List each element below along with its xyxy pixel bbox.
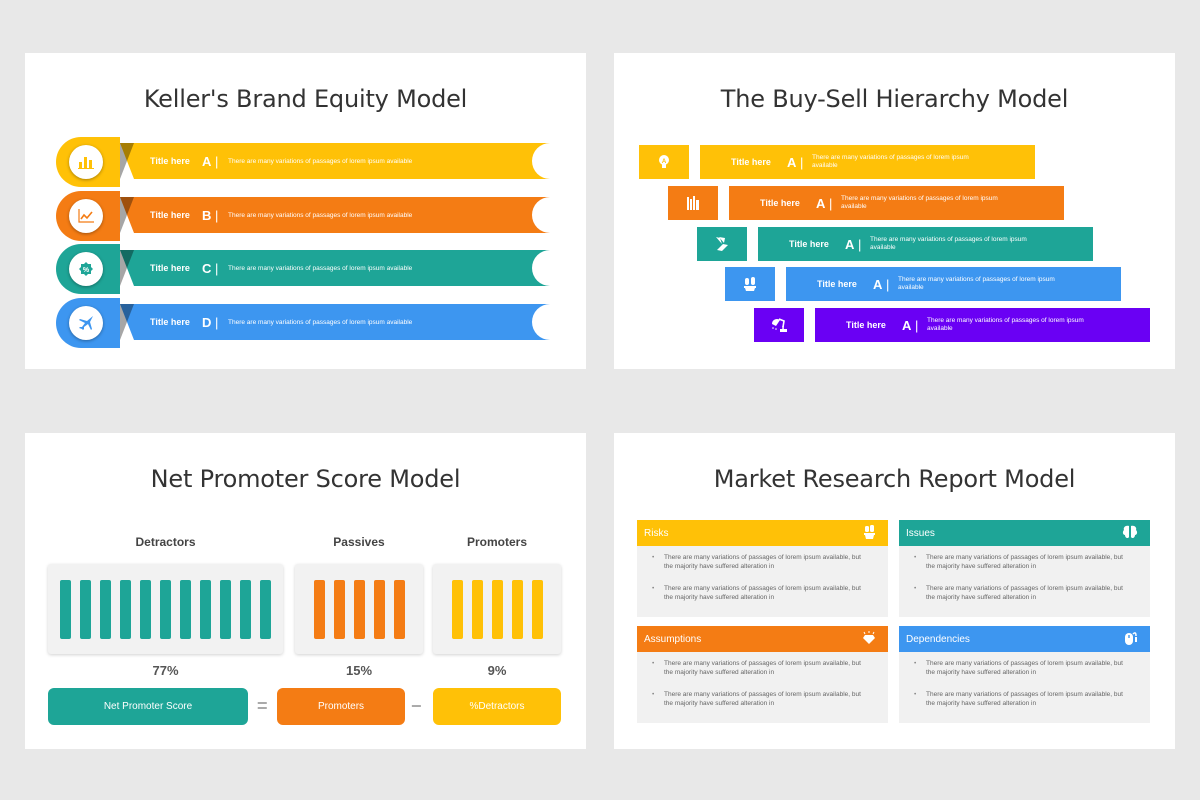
card-issues: Issues There are many variations of pass… [899,520,1150,617]
keller-tab [56,298,120,348]
bullet-item: There are many variations of passages of… [914,585,1124,602]
row-description: There are many variations of passages of… [898,276,1055,291]
lightbulb-icon: A [639,145,689,179]
buysell-bar: Title here A | There are many variations… [729,186,1064,220]
card-risks: Risks There are many variations of passa… [637,520,888,617]
keller-tab: % [56,244,120,294]
keller-bar: Title here A | There are many variations… [120,143,554,179]
keller-row-b: Title here B | There are many variations… [56,191,554,241]
row-description: There are many variations of passages of… [228,157,413,165]
row-description: There are many variations of passages of… [228,211,413,219]
keller-row-a: Title here A | There are many variations… [56,137,554,187]
row-letter: C | [202,260,219,276]
bullet-item: There are many variations of passages of… [914,554,1124,571]
bullet-item: There are many variations of passages of… [914,660,1124,677]
slide-buy-sell-hierarchy[interactable]: The Buy-Sell Hierarchy Model A Title her… [614,53,1175,369]
row-letter: A | [816,195,833,211]
bullet-item: There are many variations of passages of… [652,691,862,708]
books-icon [668,186,718,220]
group-label-promoters: Promoters [466,535,528,549]
buysell-bar: Title here A | There are many variations… [815,308,1150,342]
row-description: There are many variations of passages of… [812,154,969,169]
row-letter: B | [202,207,219,223]
card-label: Risks [644,527,669,539]
row-title: Title here [150,263,190,273]
minus-sign: − [411,696,422,716]
row-title: Title here [150,156,190,166]
row-letter: A | [845,236,862,252]
keller-bar: Title here B | There are many variations… [120,197,554,233]
row-description: There are many variations of passages of… [228,264,413,272]
keller-tab [56,191,120,241]
keller-bar: Title here C | There are many variations… [120,250,554,286]
row-letter: A | [787,154,804,170]
buysell-bar: Title here A | There are many variations… [700,145,1035,179]
passives-bars [295,564,423,654]
bullet-item: There are many variations of passages of… [652,554,862,571]
buysell-bar: Title here A | There are many variations… [786,267,1121,301]
cactus-pot-icon [864,524,876,542]
bar-chart-icon [69,145,103,179]
slide-title: Market Research Report Model [713,465,1076,493]
keller-tab [56,137,120,187]
slide-title: Net Promoter Score Model [150,465,461,493]
keller-row-d: Title here D | There are many variations… [56,298,554,348]
row-letter: A | [902,317,919,333]
bullet-item: There are many variations of passages of… [914,691,1124,708]
bullet-item: There are many variations of passages of… [652,660,862,677]
slide-title: The Buy-Sell Hierarchy Model [720,85,1069,113]
detractors-pill: %Detractors [433,688,561,725]
promoters-pill: Promoters [277,688,405,725]
row-description: There are many variations of passages of… [228,318,413,326]
slide-market-research-report[interactable]: Market Research Report Model Risks There… [614,433,1175,749]
svg-text:A: A [662,159,667,165]
row-title: Title here [760,198,800,208]
diamond-icon [862,630,876,648]
group-label-detractors: Detractors [135,535,196,549]
row-description: There are many variations of passages of… [841,195,998,210]
slide-keller-brand-equity[interactable]: Keller's Brand Equity Model Title here A… [25,53,586,369]
promoters-bars [433,564,561,654]
detractors-percent: 77% [152,663,179,678]
row-description: There are many variations of passages of… [927,317,1084,332]
bullet-item: There are many variations of passages of… [652,585,862,602]
row-title: Title here [789,239,829,249]
row-description: There are many variations of passages of… [870,236,1027,251]
keller-bar: Title here D | There are many variations… [120,304,554,340]
keller-row-c: Title here C | There are many variations… [56,244,554,294]
airplane-icon [69,306,103,340]
desk-lamp-icon [754,308,804,342]
mouse-icon [1124,630,1138,649]
cactus-pot-icon [725,267,775,301]
row-letter: D | [202,314,219,330]
card-label: Dependencies [906,633,970,645]
line-chart-icon [69,199,103,233]
row-letter: A | [873,276,890,292]
detractors-bars [48,564,283,654]
row-title: Title here [150,317,190,327]
card-label: Assumptions [644,633,702,645]
group-label-passives: Passives [333,535,385,549]
slide-net-promoter-score[interactable]: Net Promoter Score Model Detractors Pass… [25,433,586,749]
row-title: Title here [846,320,886,330]
card-dependencies: Dependencies There are many variations o… [899,626,1150,723]
card-label: Issues [906,527,935,539]
nps-result-pill: Net Promoter Score [48,688,248,725]
discount-badge-icon: % [69,252,103,286]
origami-bird-icon [697,227,747,261]
row-title: Title here [150,210,190,220]
buysell-bar: Title here A | There are many variations… [758,227,1093,261]
svg-text:%: % [83,267,90,274]
passives-percent: 15% [345,663,373,678]
row-title: Title here [817,279,857,289]
slide-title: Keller's Brand Equity Model [143,85,468,113]
row-letter: A | [202,153,219,169]
equals-sign: = [257,696,268,716]
row-title: Title here [731,157,771,167]
promoters-percent: 9% [487,663,507,678]
card-assumptions: Assumptions There are many variations of… [637,626,888,723]
brain-icon [1122,525,1138,542]
